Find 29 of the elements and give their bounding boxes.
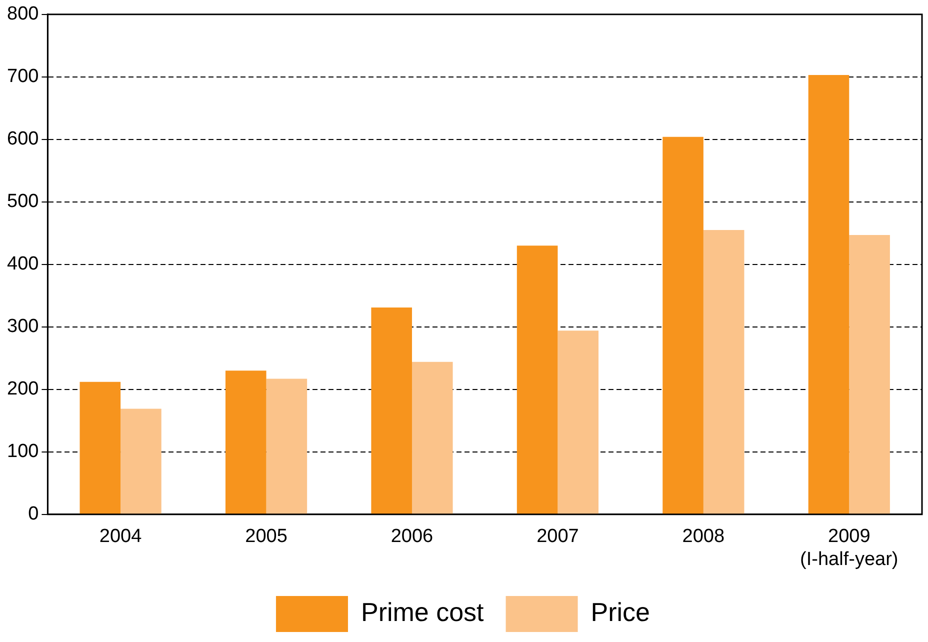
bar — [371, 308, 412, 514]
x-tick-label: 2004 — [99, 526, 142, 548]
bar — [558, 330, 599, 514]
y-tick-label: 200 — [7, 378, 39, 400]
y-tick-label: 0 — [28, 504, 39, 525]
bar — [703, 230, 744, 514]
y-tick-label: 800 — [7, 4, 39, 25]
y-tick-label: 600 — [7, 128, 39, 150]
x-tick-label: 2006 — [390, 526, 434, 548]
bar — [808, 75, 850, 514]
bar — [225, 370, 266, 514]
y-tick-label: 100 — [7, 441, 39, 462]
y-tick-label: 700 — [7, 66, 39, 88]
x-tick-label: 2005 — [245, 526, 288, 548]
y-tick-label: 400 — [7, 254, 39, 275]
x-tick-label: 2008 — [682, 526, 725, 548]
bar — [516, 246, 558, 514]
bar — [662, 136, 704, 514]
legend-label: Price — [590, 597, 650, 628]
y-tick-label: 300 — [7, 316, 39, 338]
x-tick-label: 2009 (I-half-year) — [800, 526, 898, 570]
bar — [412, 362, 453, 514]
bar — [120, 408, 162, 514]
y-tick-label: 500 — [7, 191, 39, 212]
bar — [80, 382, 121, 514]
legend-label: Prime cost — [360, 597, 485, 628]
bar — [266, 378, 308, 514]
x-tick-label: 2007 — [536, 526, 579, 548]
bar — [849, 235, 890, 514]
